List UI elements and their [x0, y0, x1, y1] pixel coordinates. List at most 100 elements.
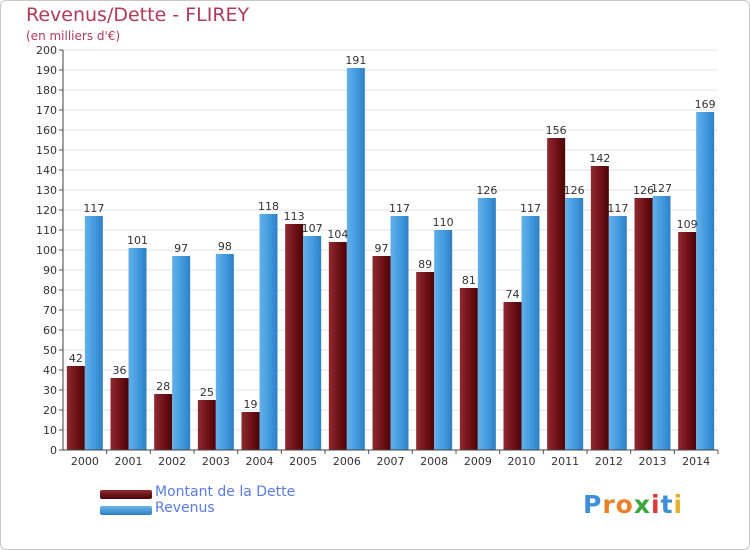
- y-tick-label: 70: [43, 304, 57, 317]
- chart-subtitle: (en milliers d'€): [26, 29, 121, 43]
- data-label-debt-2004: 19: [244, 398, 258, 411]
- y-tick-label: 140: [36, 164, 57, 177]
- bar-debt-2012: [590, 166, 609, 450]
- bar-revenue-2011: [565, 198, 584, 450]
- y-tick-label: 110: [36, 224, 57, 237]
- bar-revenue-2000: [84, 216, 103, 450]
- y-tick-label: 10: [43, 424, 57, 437]
- data-label-revenue-2001: 101: [127, 234, 148, 247]
- bar-revenue-2009: [477, 198, 496, 450]
- proxiti-logo: Proxiti: [583, 490, 683, 519]
- x-tick-label-2010: 2010: [508, 455, 536, 468]
- logo-letter: i: [651, 490, 661, 519]
- y-tick-label: 190: [36, 64, 57, 77]
- x-axis-ticks: 2000 2001 2002 2003 2004 2005 2006 2007 2008 2009…: [71, 450, 719, 468]
- x-tick-label-2012: 2012: [595, 455, 623, 468]
- y-tick-label: 170: [36, 104, 57, 117]
- y-tick-label: 150: [36, 144, 57, 157]
- data-label-revenue-2014: 169: [695, 98, 716, 111]
- bar-revenue-2014: [696, 112, 715, 450]
- x-tick-label-2009: 2009: [464, 455, 492, 468]
- bar-debt-2007: [372, 256, 391, 450]
- logo-letter: x: [633, 490, 651, 519]
- data-label-debt-2000: 42: [69, 352, 83, 365]
- data-label-revenue-2013: 127: [651, 182, 672, 195]
- chart-title: Revenus/Dette - FLIREY: [26, 4, 250, 26]
- data-label-debt-2006: 104: [327, 228, 348, 241]
- y-tick-label: 20: [43, 404, 57, 417]
- y-tick-label: 30: [43, 384, 57, 397]
- x-tick-label-2003: 2003: [202, 455, 230, 468]
- bar-debt-2004: [241, 412, 260, 450]
- bar-revenue-2005: [303, 236, 322, 450]
- x-tick-label-2000: 2000: [71, 455, 99, 468]
- data-label-debt-2009: 81: [462, 274, 476, 287]
- x-tick-label-2014: 2014: [682, 455, 710, 468]
- bar-debt-2010: [503, 302, 522, 450]
- bar-revenue-2012: [608, 216, 627, 450]
- bars: [66, 68, 715, 450]
- legend-label-debt: Montant de la Dette: [155, 484, 296, 500]
- y-tick-label: 130: [36, 184, 57, 197]
- data-label-debt-2010: 74: [506, 288, 520, 301]
- logo-letter: i: [673, 490, 684, 519]
- data-label-debt-2002: 28: [156, 380, 170, 393]
- bar-debt-2006: [328, 242, 347, 450]
- data-label-revenue-2010: 117: [520, 202, 541, 215]
- bar-debt-2005: [285, 224, 304, 450]
- data-label-revenue-2004: 118: [258, 200, 279, 213]
- y-tick-label: 50: [43, 344, 57, 357]
- data-label-debt-2013: 126: [633, 184, 654, 197]
- data-label-revenue-2012: 117: [607, 202, 628, 215]
- bar-revenue-2003: [215, 254, 234, 450]
- data-label-revenue-2008: 110: [433, 216, 454, 229]
- legend-swatch-revenue: [100, 506, 152, 515]
- x-tick-label-2008: 2008: [420, 455, 448, 468]
- x-tick-label-2004: 2004: [246, 455, 274, 468]
- y-tick-label: 200: [36, 44, 57, 57]
- data-label-debt-2014: 109: [677, 218, 698, 231]
- logo-letter: t: [660, 490, 674, 519]
- bar-revenue-2008: [434, 230, 453, 450]
- logo-letter: o: [615, 490, 634, 519]
- y-tick-label: 0: [50, 444, 57, 457]
- bar-revenue-2013: [652, 196, 671, 450]
- data-label-debt-2005: 113: [284, 210, 305, 223]
- bar-debt-2013: [634, 198, 653, 450]
- data-label-debt-2003: 25: [200, 386, 214, 399]
- y-tick-label: 90: [43, 264, 57, 277]
- bar-revenue-2006: [346, 68, 365, 450]
- bar-debt-2002: [154, 394, 173, 450]
- data-label-debt-2012: 142: [589, 152, 610, 165]
- y-tick-label: 40: [43, 364, 57, 377]
- bar-debt-2009: [459, 288, 478, 450]
- data-label-revenue-2007: 117: [389, 202, 410, 215]
- data-label-debt-2007: 97: [375, 242, 389, 255]
- x-tick-label-2013: 2013: [639, 455, 667, 468]
- x-tick-label-2007: 2007: [377, 455, 405, 468]
- y-tick-label: 160: [36, 124, 57, 137]
- bar-debt-2003: [197, 400, 216, 450]
- bar-revenue-2007: [390, 216, 409, 450]
- data-label-debt-2011: 156: [546, 124, 567, 137]
- data-label-debt-2001: 36: [113, 364, 127, 377]
- y-tick-label: 100: [36, 244, 57, 257]
- logo-letter: P: [583, 490, 603, 519]
- bar-revenue-2010: [521, 216, 540, 450]
- data-label-revenue-2002: 97: [174, 242, 188, 255]
- data-label-revenue-2009: 126: [476, 184, 497, 197]
- x-tick-label-2001: 2001: [115, 455, 143, 468]
- x-tick-label-2006: 2006: [333, 455, 361, 468]
- bar-debt-2008: [416, 272, 435, 450]
- y-tick-label: 60: [43, 324, 57, 337]
- data-label-revenue-2006: 191: [345, 54, 366, 67]
- data-label-revenue-2005: 107: [302, 222, 323, 235]
- y-tick-label: 180: [36, 84, 57, 97]
- x-tick-label-2011: 2011: [551, 455, 579, 468]
- bar-debt-2000: [66, 366, 85, 450]
- axes: [62, 50, 718, 451]
- bar-revenue-2004: [259, 214, 278, 450]
- bar-revenue-2001: [128, 248, 147, 450]
